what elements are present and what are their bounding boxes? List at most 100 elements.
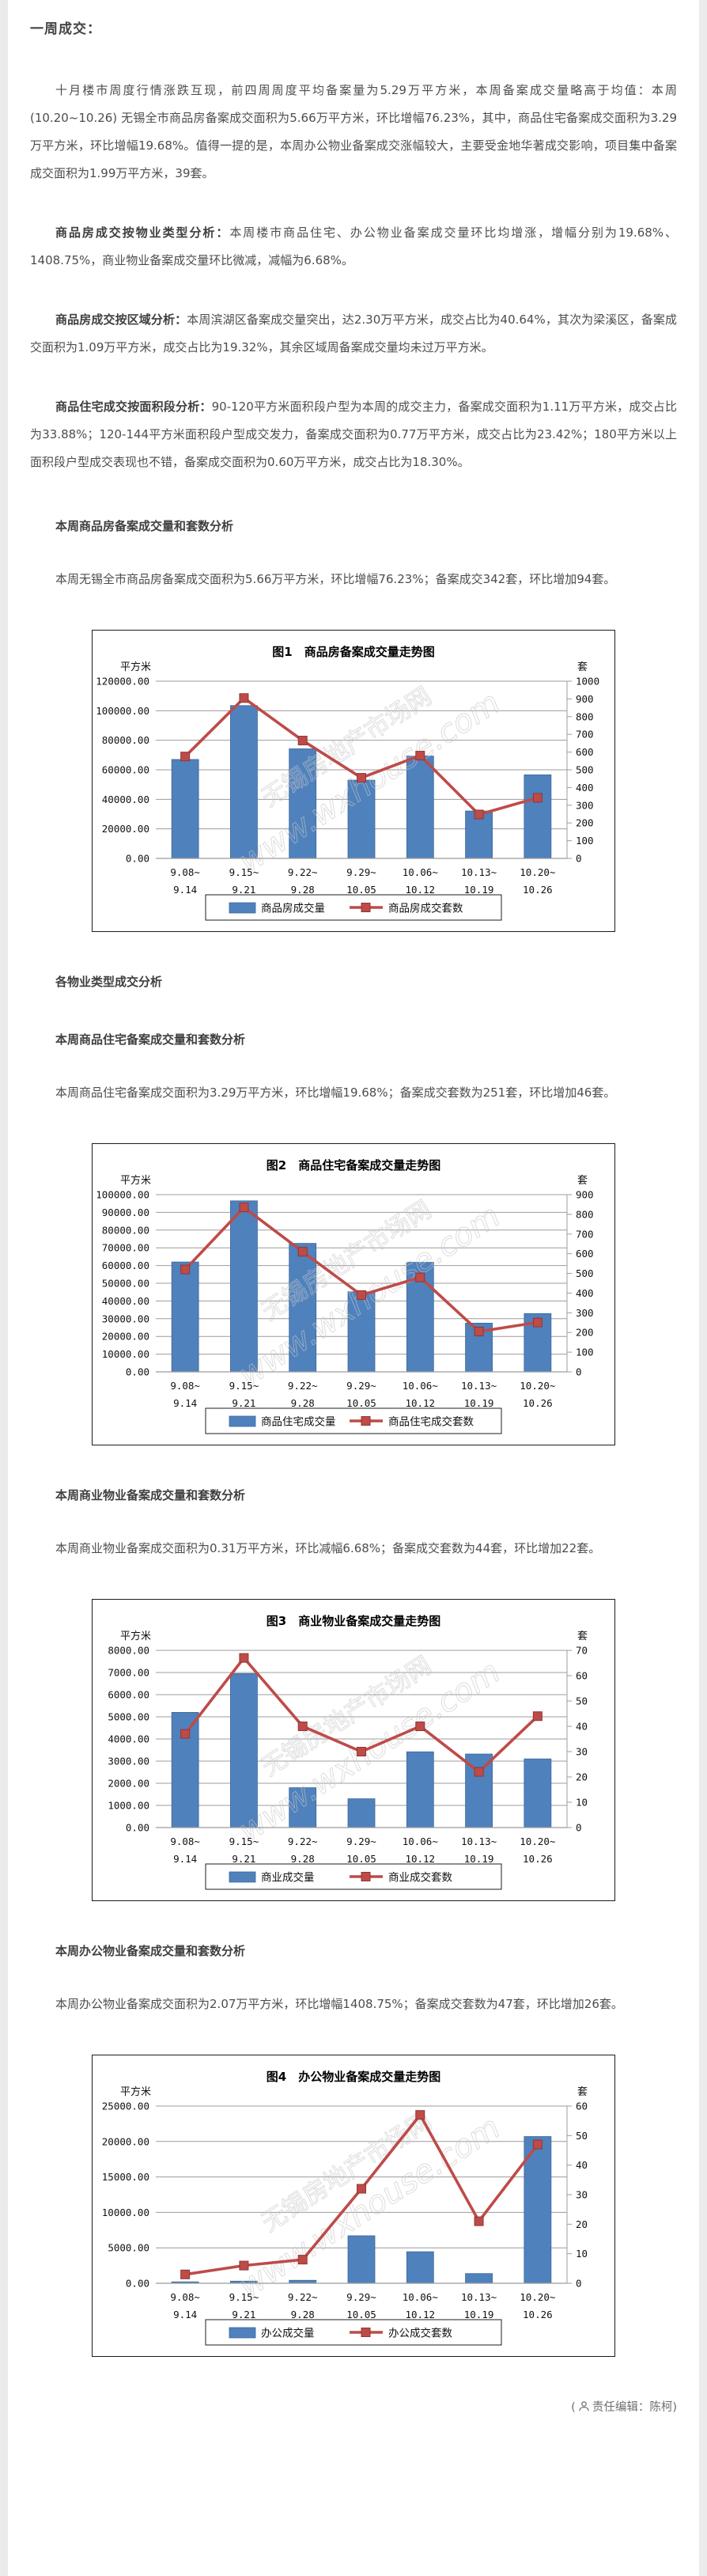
x-label-top: 10.13~ bbox=[461, 1380, 497, 1392]
left-axis-tick-label: 30000.00 bbox=[102, 1313, 149, 1324]
x-label-bottom: 10.26 bbox=[523, 1397, 553, 1409]
left-axis-tick-label: 90000.00 bbox=[102, 1207, 149, 1218]
right-axis-tick-label: 0 bbox=[576, 2278, 582, 2290]
left-axis-tick-label: 20000.00 bbox=[102, 823, 149, 835]
line-marker-6 bbox=[532, 793, 543, 803]
residential-summary-paragraph: 本周商品住宅备案成交面积为3.29万平方米，环比增幅19.68%；备案成交套数为… bbox=[55, 1085, 616, 1100]
x-label-bottom: 9.28 bbox=[291, 884, 315, 896]
chart-title: 图1 商品房备案成交量走势图 bbox=[272, 645, 434, 659]
x-label-bottom: 10.19 bbox=[464, 1397, 494, 1409]
left-axis-tick-label: 40000.00 bbox=[102, 1295, 149, 1307]
right-axis-unit: 套 bbox=[577, 2085, 588, 2098]
line-marker-6 bbox=[532, 1711, 543, 1722]
x-label-bottom: 9.28 bbox=[291, 1397, 315, 1409]
commercial-housing-summary-paragraph: 本周无锡全市商品房备案成交面积为5.66万平方米，环比增幅76.23%；备案成交… bbox=[55, 572, 616, 586]
right-axis-tick-label: 200 bbox=[576, 817, 594, 829]
bar-0 bbox=[171, 759, 199, 859]
legend-line-label: 商品住宅成交套数 bbox=[388, 1415, 474, 1429]
legend-bar-label: 办公成交量 bbox=[261, 2327, 315, 2340]
section-heading-residential: 本周商品住宅备案成交量和套数分析 bbox=[55, 1032, 246, 1047]
x-label-top: 9.08~ bbox=[170, 2291, 200, 2303]
bar-4 bbox=[406, 756, 434, 859]
right-axis-tick-label: 500 bbox=[576, 1267, 594, 1279]
legend-line-marker bbox=[361, 1872, 371, 1881]
office-summary-paragraph: 本周办公物业备案成交面积为2.07万平方米，环比增幅1408.75%；备案成交套… bbox=[55, 1997, 623, 2011]
x-label-top: 9.29~ bbox=[346, 2291, 376, 2303]
line-marker-0 bbox=[180, 2269, 191, 2279]
x-label-top: 9.22~ bbox=[288, 1835, 318, 1847]
chart-svg: 0.0020000.0040000.0060000.0080000.001000… bbox=[96, 645, 599, 921]
line-marker-2 bbox=[297, 1247, 308, 1257]
property-type-analysis-paragraph: 商品房成交按物业类型分析：本周楼市商品住宅、办公物业备案成交量环比均增涨，增幅分… bbox=[30, 219, 677, 275]
x-label-bottom: 10.12 bbox=[405, 884, 435, 896]
line-marker-4 bbox=[415, 2110, 425, 2120]
right-axis-tick-label: 1000 bbox=[576, 676, 599, 688]
line-marker-4 bbox=[415, 1722, 425, 1731]
page-title: 一周成交： bbox=[30, 21, 101, 37]
bar-1 bbox=[230, 705, 258, 859]
line-marker-1 bbox=[239, 693, 249, 703]
report-page: 一周成交： 十月楼市周度行情涨跌互现，前四周周度平均备案量为5.29万平方米，本… bbox=[8, 0, 699, 2576]
left-axis-tick-label: 5000.00 bbox=[108, 2242, 149, 2254]
x-label-top: 10.20~ bbox=[520, 1380, 555, 1392]
editor-person-icon bbox=[579, 2401, 589, 2411]
x-label-top: 10.20~ bbox=[520, 2291, 555, 2303]
property-type-analysis-text: 本周楼市商品住宅、办公物业备案成交量环比均增涨，增幅分别为19.68%、1408… bbox=[30, 225, 677, 267]
line-marker-3 bbox=[357, 1290, 366, 1300]
left-axis-tick-label: 0.00 bbox=[126, 2278, 149, 2290]
section-heading-office: 本周办公物业备案成交量和套数分析 bbox=[55, 1944, 246, 1958]
x-label-top: 9.15~ bbox=[229, 866, 259, 878]
left-axis-tick-label: 2000.00 bbox=[108, 1778, 149, 1790]
line-marker-6 bbox=[532, 2139, 543, 2150]
area-segment-analysis-text: 90-120平方米面积段户型为本周的成交主力，备案成交面积为1.11万平方米，成… bbox=[30, 400, 677, 469]
right-axis-tick-label: 60 bbox=[576, 1670, 588, 1682]
right-axis-tick-label: 70 bbox=[576, 1645, 588, 1657]
right-axis-tick-label: 60 bbox=[576, 2101, 588, 2112]
left-axis-unit: 平方米 bbox=[120, 661, 151, 673]
bar-3 bbox=[347, 1798, 376, 1828]
legend-bar-label: 商业成交量 bbox=[261, 1871, 315, 1885]
legend-line-marker bbox=[361, 2328, 371, 2337]
right-axis-tick-label: 40 bbox=[576, 1721, 588, 1733]
x-label-top: 9.29~ bbox=[346, 1835, 376, 1847]
bar-5 bbox=[465, 2273, 493, 2284]
x-label-top: 10.13~ bbox=[461, 1835, 497, 1847]
left-axis-tick-label: 3000.00 bbox=[108, 1756, 149, 1767]
right-axis-unit: 套 bbox=[577, 1174, 588, 1187]
right-axis-unit: 套 bbox=[577, 1630, 588, 1642]
legend-bar-label: 商品房成交量 bbox=[261, 902, 325, 915]
legend-line-label: 办公成交套数 bbox=[388, 2327, 452, 2340]
chart-title: 图3 商业物业备案成交量走势图 bbox=[267, 1614, 440, 1628]
intro-paragraph: 十月楼市周度行情涨跌互现，前四周周度平均备案量为5.29万平方米，本周备案成交量… bbox=[30, 83, 677, 180]
line-marker-6 bbox=[532, 1317, 543, 1328]
x-label-bottom: 10.05 bbox=[346, 884, 376, 896]
section-heading-commercial-housing: 本周商品房备案成交量和套数分析 bbox=[55, 519, 234, 533]
right-axis-tick-label: 0 bbox=[576, 853, 582, 865]
line-marker-2 bbox=[297, 2255, 308, 2265]
chart-svg: 0.00 1000.00 2000.00 3000.00 4000.00 5000.00 6… bbox=[108, 1614, 588, 1890]
legend-bar-swatch bbox=[229, 2327, 256, 2339]
bar-6 bbox=[524, 774, 552, 859]
right-axis-tick-label: 100 bbox=[576, 835, 594, 847]
bar-2 bbox=[289, 1787, 317, 1828]
x-label-bottom: 9.21 bbox=[232, 1397, 255, 1409]
region-analysis-text: 本周滨湖区备案成交量突出，达2.30万平方米，成交占比为40.64%，其次为梁溪… bbox=[30, 313, 677, 354]
chart-svg: 0.0010000.0020000.0030000.0040000.005000… bbox=[96, 1158, 594, 1434]
left-axis-tick-label: 70000.00 bbox=[102, 1242, 149, 1254]
legend-bar-swatch bbox=[229, 902, 256, 914]
line-marker-5 bbox=[474, 2216, 484, 2226]
area-segment-analysis-paragraph: 商品住宅成交按面积段分析：90-120平方米面积段户型为本周的成交主力，备案成交… bbox=[30, 393, 677, 476]
x-label-bottom: 9.28 bbox=[291, 1853, 315, 1865]
x-label-top: 9.15~ bbox=[229, 1380, 259, 1392]
right-axis-tick-label: 900 bbox=[576, 1189, 594, 1201]
x-label-top: 9.08~ bbox=[170, 1835, 200, 1847]
x-label-bottom: 10.12 bbox=[405, 1853, 435, 1865]
footer-editor-text: 责任编辑：陈柯) bbox=[592, 2401, 677, 2414]
left-axis-tick-label: 4000.00 bbox=[108, 1733, 149, 1745]
x-label-bottom: 10.26 bbox=[523, 884, 553, 896]
left-axis-tick-label: 6000.00 bbox=[108, 1689, 149, 1701]
x-label-bottom: 10.12 bbox=[405, 2309, 435, 2320]
right-axis-tick-label: 0 bbox=[576, 1822, 582, 1834]
x-label-bottom: 9.21 bbox=[232, 1853, 255, 1865]
right-axis-tick-label: 200 bbox=[576, 1327, 594, 1339]
